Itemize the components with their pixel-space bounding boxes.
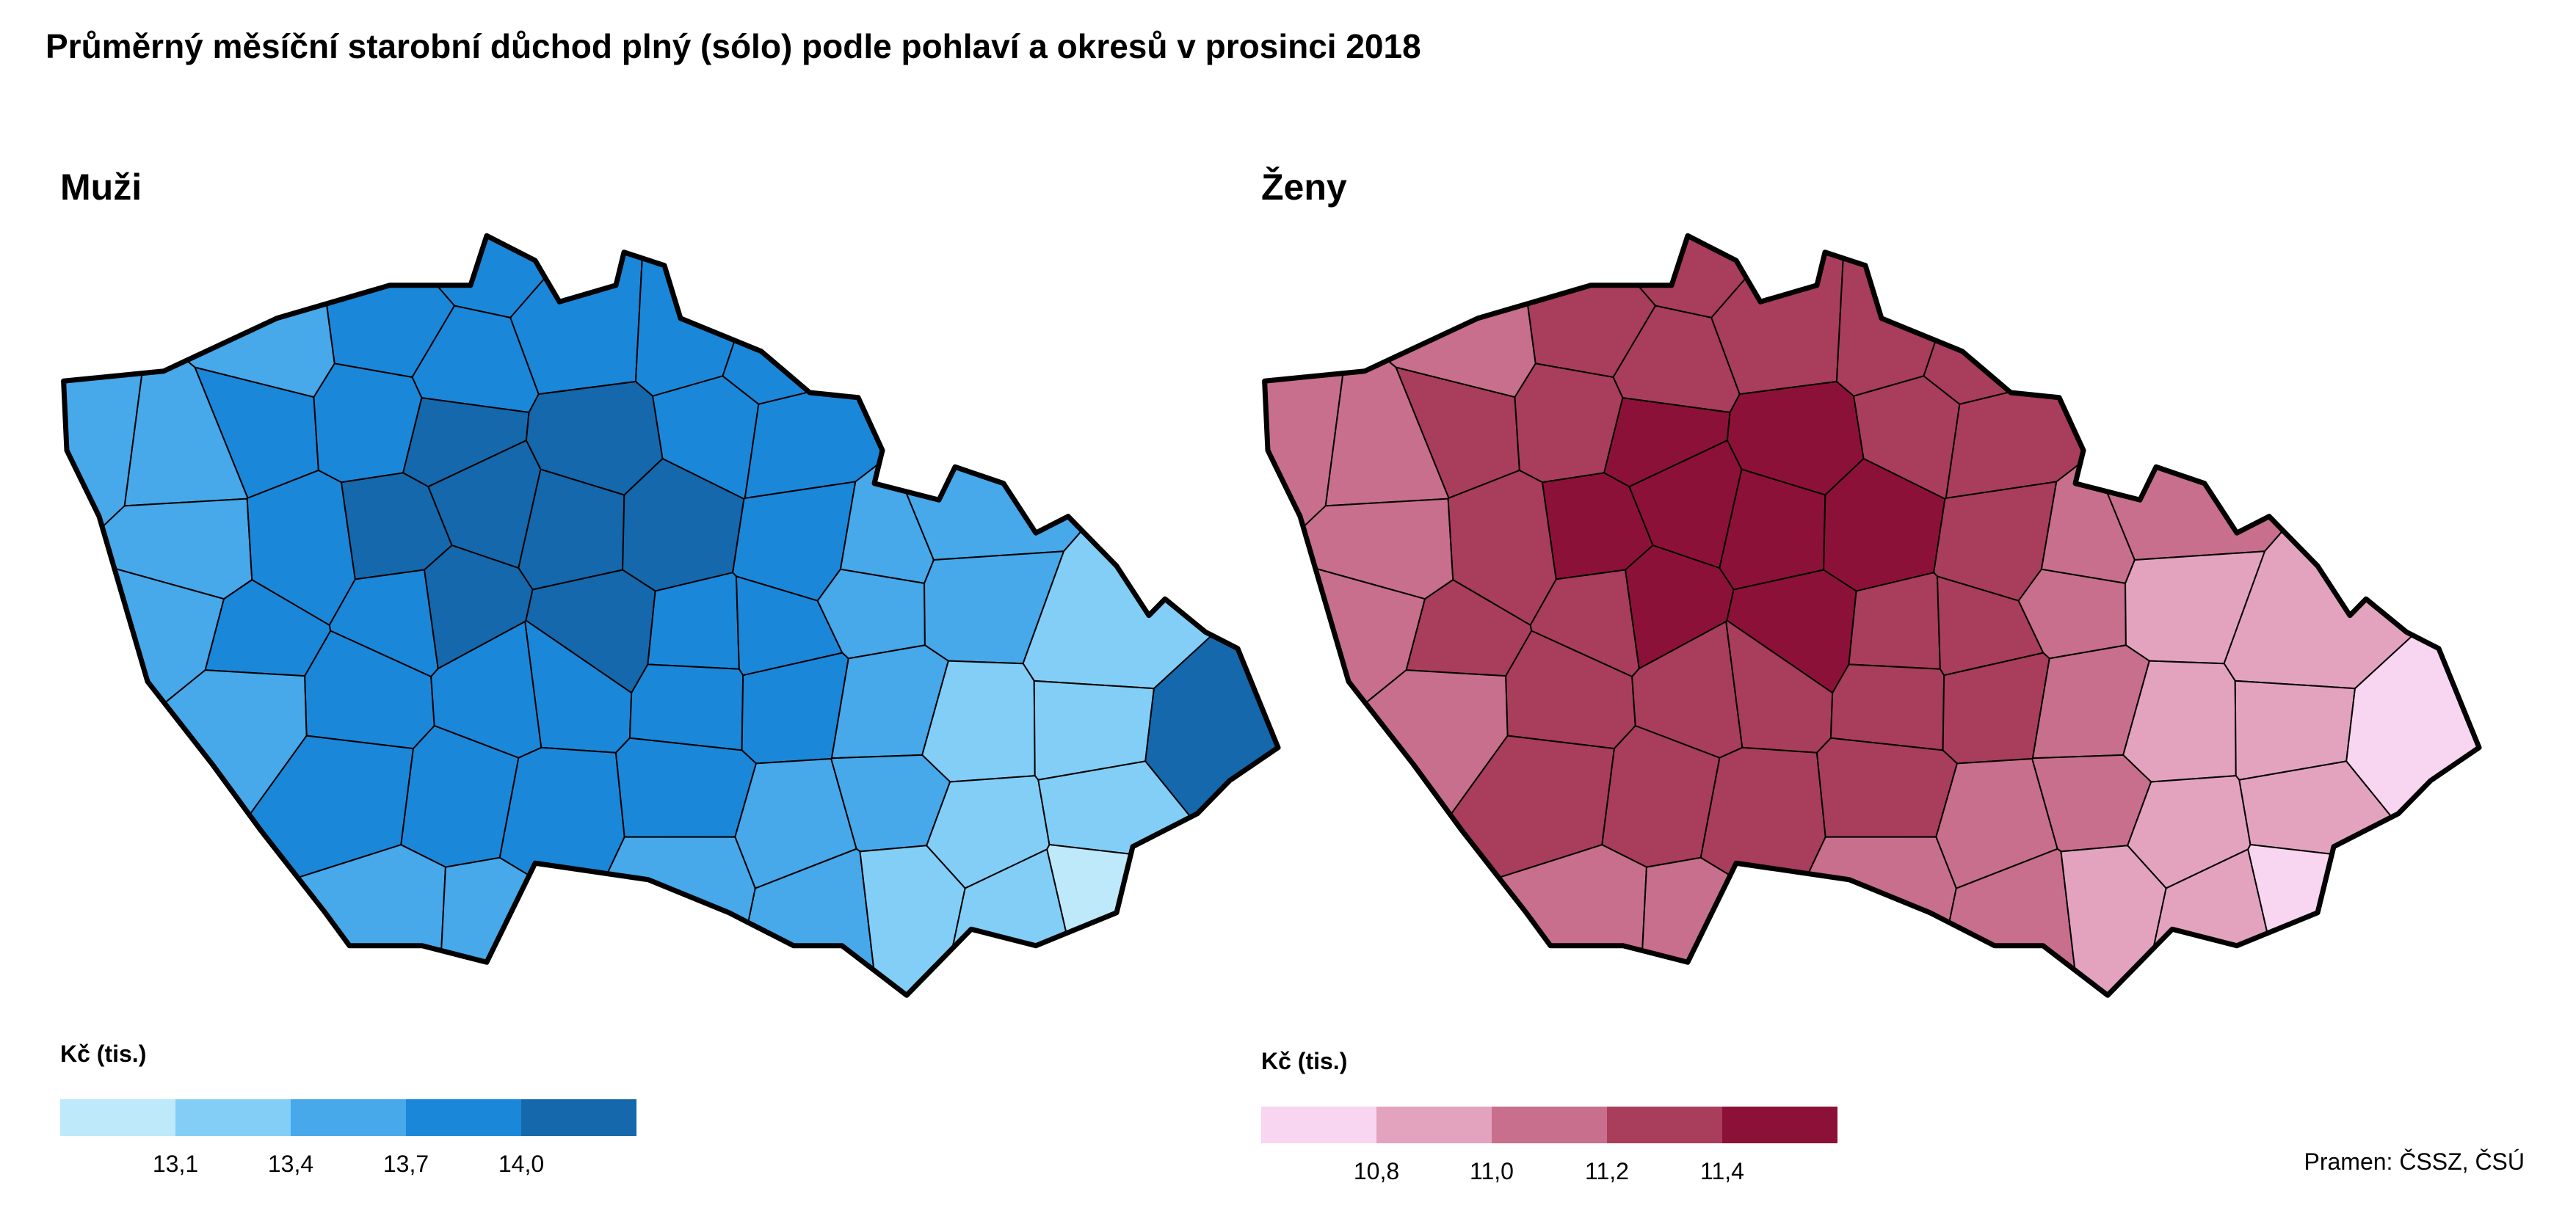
legend-swatch	[175, 1099, 291, 1136]
legend-swatch	[291, 1099, 406, 1136]
legend-women: Kč (tis.) 10,8 11,0 11,2 11,4	[1261, 1048, 1837, 1187]
legend-tick: 14,0	[498, 1151, 545, 1177]
legend-tick: 13,7	[382, 1151, 429, 1177]
district-region	[1264, 844, 1647, 996]
district-region	[2247, 843, 2480, 996]
district-region	[1789, 836, 1957, 996]
legend-swatch	[1492, 1107, 1607, 1143]
district-region	[2223, 255, 2480, 690]
district-region	[2060, 845, 2167, 996]
legend-title: Kč (tis.)	[60, 1041, 147, 1067]
district-region	[2091, 236, 2480, 561]
legend-swatch	[1722, 1107, 1837, 1143]
district-region	[1815, 737, 1959, 838]
legend-tick: 13,1	[152, 1151, 199, 1177]
district-region	[100, 236, 335, 398]
legend-swatch	[1607, 1107, 1722, 1143]
chart-title: Průměrný měsíční starobní důchod plný (s…	[46, 27, 1421, 65]
district-region	[859, 845, 966, 996]
district-region	[722, 236, 1051, 405]
legend-tick: 11,2	[1585, 1158, 1629, 1184]
district-region	[1829, 663, 1945, 751]
country-border	[61, 233, 1281, 998]
legend-swatch	[406, 1099, 521, 1136]
legend-swatch	[1376, 1107, 1492, 1143]
district-region	[1301, 236, 1536, 398]
district-region	[588, 836, 756, 996]
district-region	[2345, 533, 2480, 922]
panel-title-men: Muži	[60, 167, 142, 208]
legend-color-bar	[1261, 1107, 1837, 1143]
district-region	[63, 844, 446, 996]
legend-color-bar	[60, 1099, 636, 1136]
legend-men: Kč (tis.) 13,1 13,4 13,7 14,0	[60, 1041, 636, 1180]
legend-swatch	[1261, 1107, 1376, 1143]
legend-swatch	[521, 1099, 636, 1136]
district-region	[1923, 236, 2252, 405]
map-women	[1262, 233, 2482, 998]
legend-swatch	[60, 1099, 175, 1136]
legend-tick: 11,4	[1700, 1158, 1744, 1184]
source-note: Pramen: ČSSZ, ČSÚ	[2304, 1148, 2525, 1175]
district-region	[509, 236, 645, 396]
legend-ticks: 13,1 13,4 13,7 14,0	[60, 1151, 636, 1180]
district-region	[1710, 236, 1846, 396]
district-region	[628, 663, 744, 751]
map-men	[61, 233, 1281, 998]
country-border	[1262, 233, 2482, 998]
legend-tick: 11,0	[1470, 1158, 1514, 1184]
legend-tick: 10,8	[1353, 1158, 1400, 1184]
district-region	[614, 737, 758, 838]
legend-title: Kč (tis.)	[1261, 1048, 1348, 1074]
panel-title-women: Ženy	[1261, 167, 1347, 208]
legend-tick: 13,4	[267, 1151, 314, 1177]
legend-ticks: 10,8 11,0 11,2 11,4	[1261, 1158, 1837, 1187]
